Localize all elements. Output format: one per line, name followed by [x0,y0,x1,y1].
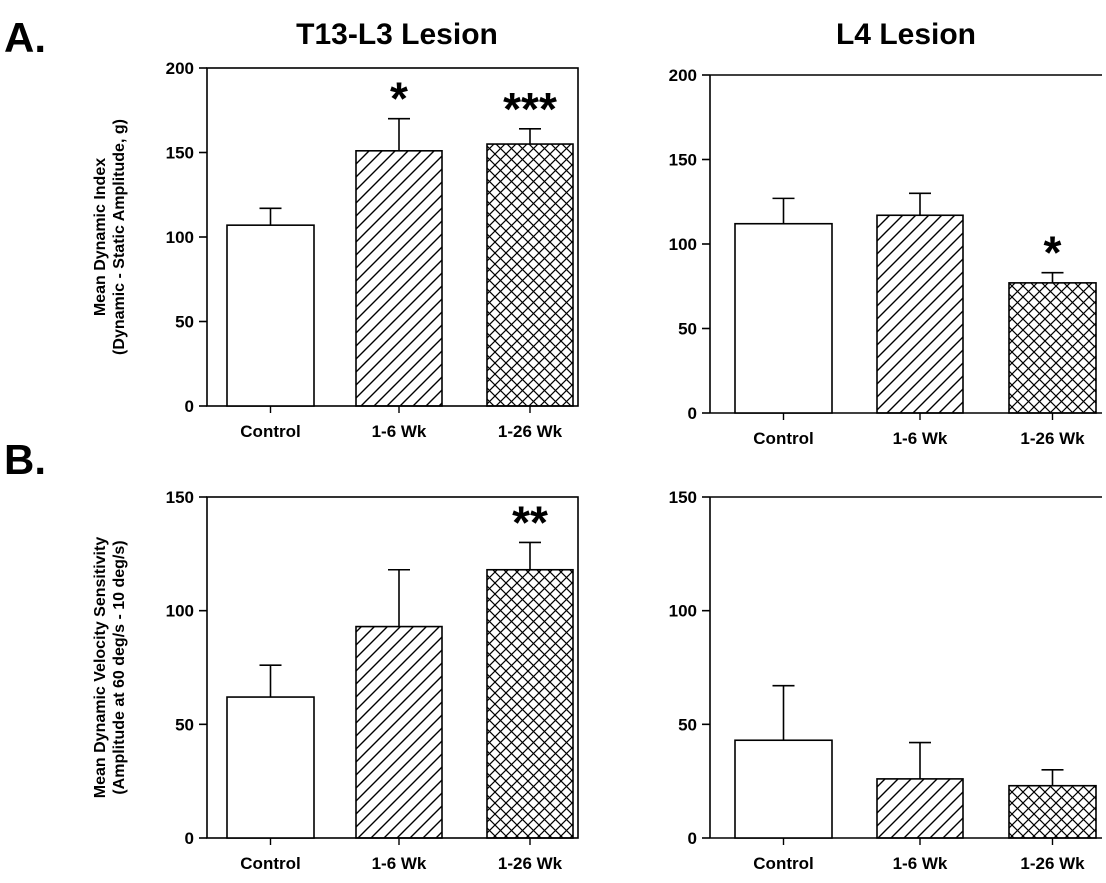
y-tick-label: 200 [669,66,697,85]
y-tick-label: 100 [669,235,697,254]
y-tick-label: 100 [166,228,194,247]
y-axis-label-line: (Dynamic - Static Amplitude, g) [111,119,128,355]
y-tick-label: 200 [166,59,194,78]
x-category-label: 1-6 Wk [372,854,427,873]
y-tick-label: 150 [669,151,697,170]
x-category-label: Control [753,429,813,448]
y-tick-label: 0 [688,829,697,848]
y-tick-label: 0 [688,404,697,423]
x-category-label: 1-26 Wk [1020,854,1085,873]
bar-control [734,739,833,839]
y-tick-label: 150 [669,488,697,507]
column-title-left: T13-L3 Lesion [296,18,498,51]
bar-1-26-wk [486,143,574,407]
significance-marker: *** [503,83,557,135]
significance-marker: ** [512,496,548,548]
y-tick-label: 50 [175,313,194,332]
y-tick-label: 50 [678,715,697,734]
column-title-right: L4 Lesion [836,18,976,51]
y-tick-label: 0 [185,829,194,848]
bar-control [226,224,315,407]
x-category-label: 1-26 Wk [498,422,563,441]
panel-letter-b: B. [4,436,46,483]
bar-1-6-wk [876,214,964,414]
y-tick-label: 100 [166,602,194,621]
panel-letter-a: A. [4,14,46,61]
x-category-label: 1-6 Wk [893,429,948,448]
x-category-label: Control [753,854,813,873]
x-category-label: Control [240,854,300,873]
chart-panel-a-right: 0 50 100 150 200 Control 1-6 Wk * 1-26 Wk [669,66,1102,448]
bar-1-6-wk [355,150,443,407]
chart-panel-a-left: 0 50 100 150 200 Control * 1-6 Wk *** 1-26 Wk Mean… [92,59,579,441]
x-category-label: 1-26 Wk [498,854,563,873]
significance-marker: * [390,73,408,125]
x-category-label: 1-6 Wk [372,422,427,441]
y-axis-label-line: Mean Dynamic Velocity Sensitivity [92,537,109,799]
y-axis-label: Mean Dynamic Velocity Sensitivity (Amplit… [92,537,128,799]
bar-control [734,222,833,414]
y-tick-label: 50 [678,320,697,339]
bar-1-26-wk [1008,784,1097,839]
y-tick-label: 150 [166,488,194,507]
x-category-label: 1-6 Wk [893,854,948,873]
y-axis-label-line: Mean Dynamic Index [92,158,109,316]
bar-1-6-wk [355,625,443,839]
y-tick-label: 100 [669,602,697,621]
y-tick-label: 150 [166,144,194,163]
x-category-label: Control [240,422,300,441]
x-category-label: 1-26 Wk [1020,429,1085,448]
y-axis-label: Mean Dynamic Index (Dynamic - Static Ampl… [92,119,128,355]
significance-marker: * [1044,227,1062,279]
y-axis-label-line: (Amplitude at 60 deg/s - 10 deg/s) [111,540,128,794]
y-tick-label: 50 [175,715,194,734]
chart-panel-b-left: 0 50 100 150 Control 1-6 Wk ** 1-26 Wk Mean Dyna… [92,488,579,873]
chart-panel-b-right: 0 50 100 150 Control 1-6 Wk 1-26 Wk [669,488,1102,873]
bar-1-26-wk [486,568,574,839]
bar-1-26-wk [1008,282,1097,414]
bar-1-6-wk [876,778,964,839]
bar-control [226,696,315,839]
y-tick-label: 0 [185,397,194,416]
